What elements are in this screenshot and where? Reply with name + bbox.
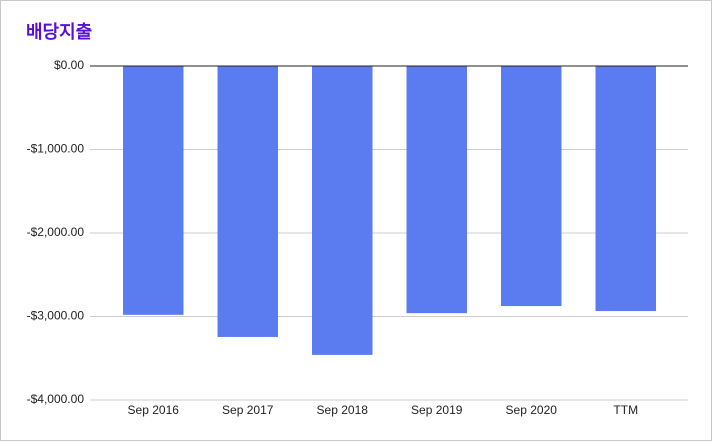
x-tick-label: Sep 2020 — [506, 403, 558, 417]
bar — [501, 66, 562, 307]
y-tick-label: -$3,000.00 — [27, 309, 85, 323]
x-tick-label: Sep 2016 — [128, 403, 180, 417]
chart-title: 배당지출 — [26, 22, 92, 43]
bar — [595, 66, 656, 312]
y-tick-label: -$4,000.00 — [27, 392, 85, 406]
bar — [406, 66, 467, 314]
bar — [217, 66, 278, 337]
y-tick-label: $0.00 — [54, 58, 84, 72]
x-tick-label: Sep 2019 — [411, 403, 463, 417]
x-tick-label: TTM — [613, 403, 638, 417]
bar — [123, 66, 184, 315]
y-tick-label: -$1,000.00 — [27, 142, 85, 156]
bar — [312, 66, 373, 355]
y-tick-label: -$2,000.00 — [27, 225, 85, 239]
x-tick-label: Sep 2018 — [317, 403, 369, 417]
x-tick-label: Sep 2017 — [222, 403, 274, 417]
